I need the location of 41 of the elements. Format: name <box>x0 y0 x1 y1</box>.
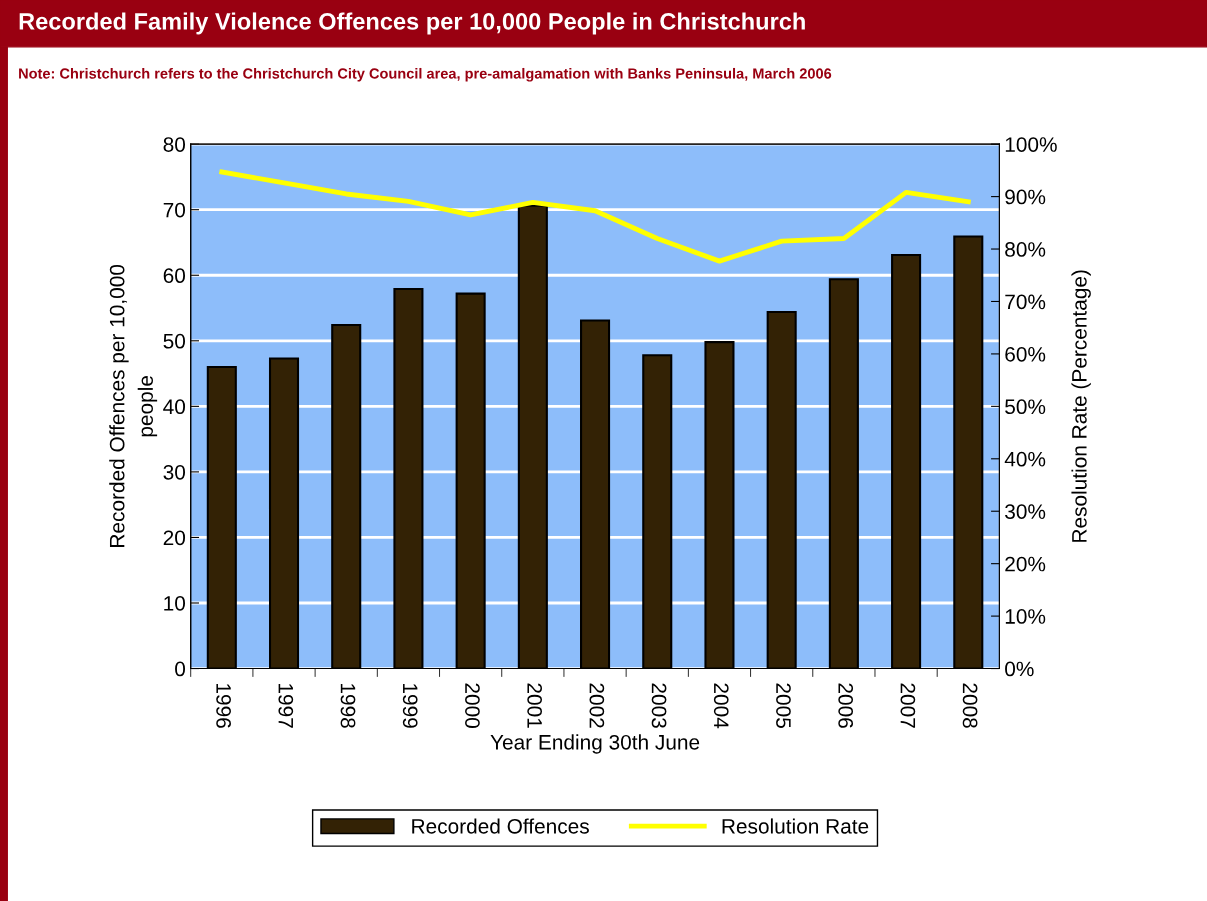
y2-tick-label: 30% <box>1005 504 1046 519</box>
y2-axis-title: Resolution Rate (Percentage) <box>1071 270 1091 542</box>
y-tick-label: 70 <box>163 202 186 218</box>
x-tick-label: 2002 <box>589 683 605 728</box>
y-tick-label: 30 <box>163 464 186 480</box>
x-tick-label: 1998 <box>340 684 356 728</box>
chart-subtitle: Note: Christchurch refers to the Christchurch City Council area, pre-amalgamation with Banks Peninsula, March 2006 <box>19 67 832 82</box>
y-tick-label: 40 <box>163 399 186 415</box>
y2-tick-label: 10% <box>1005 609 1046 624</box>
x-tick-label: 2000 <box>465 683 480 728</box>
x-tick-label: 2006 <box>838 683 854 728</box>
x-axis-title: Year Ending 30th June <box>490 734 700 754</box>
y2-tick-label: 100% <box>1005 137 1057 152</box>
y-axis-title: Recorded Offences per 10,000 people <box>109 264 158 547</box>
legend-label: Resolution Rate <box>722 818 869 834</box>
x-tick-label: 2003 <box>651 683 667 728</box>
x-tick-label: 2001 <box>527 683 542 728</box>
legend-label: Recorded Offences <box>412 818 589 834</box>
y-tick-label: 10 <box>164 596 186 611</box>
y2-tick-label: 90% <box>1005 189 1046 205</box>
x-tick-label: 2005 <box>776 683 791 728</box>
y-tick-label: 50 <box>163 333 186 349</box>
y2-tick-label: 80% <box>1005 242 1046 257</box>
x-tick-label: 2007 <box>900 683 916 728</box>
line-series <box>219 169 971 264</box>
y-tick-label: 60 <box>163 268 186 284</box>
x-tick-label: 1997 <box>278 684 294 728</box>
y-tick-label: 20 <box>163 530 186 546</box>
y-tick-label: 0 <box>175 661 186 677</box>
x-tick-label: 2008 <box>962 683 978 728</box>
x-tick-label: 2004 <box>713 683 729 729</box>
y2-tick-label: 0% <box>1005 661 1034 677</box>
y2-tick-label: 70% <box>1005 294 1046 310</box>
y2-tick-label: 60% <box>1005 346 1046 362</box>
y2-tick-label: 50% <box>1005 399 1046 415</box>
x-tick-label: 1996 <box>216 684 231 728</box>
y-tick-label: 80 <box>163 137 186 152</box>
chart-title: Recorded Family Violence Offences per 10,000 People in Christchurch <box>19 12 805 35</box>
x-tick-label: 1999 <box>402 684 418 728</box>
y2-tick-label: 40% <box>1004 451 1046 467</box>
y2-tick-label: 20% <box>1005 556 1046 572</box>
